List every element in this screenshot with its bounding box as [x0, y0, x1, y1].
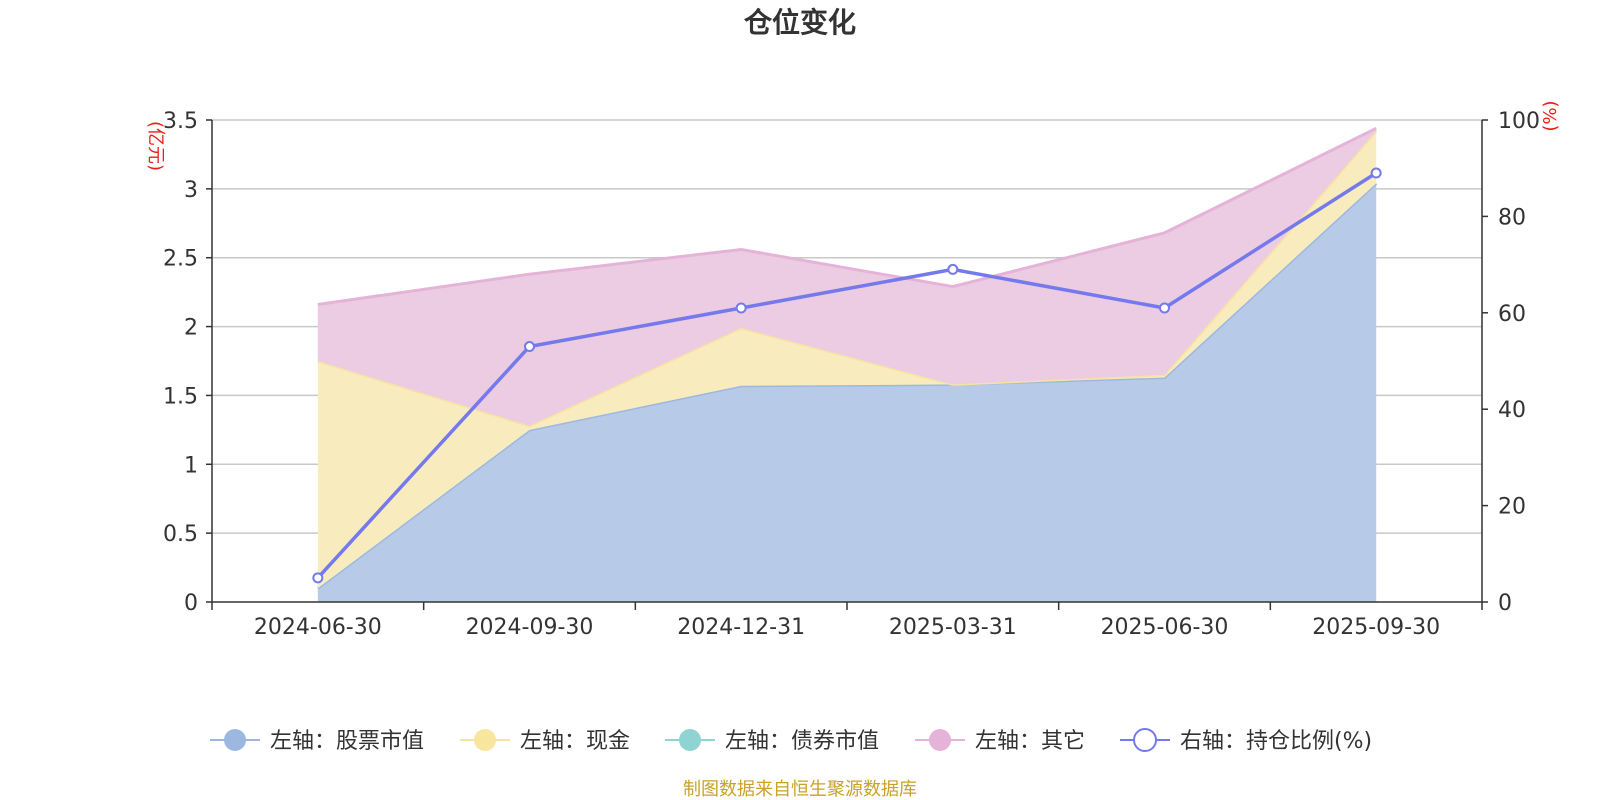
x-axis-tick-label: 2024-06-30	[254, 615, 382, 640]
left-axis-tick-label: 0	[184, 591, 198, 616]
ratio-point[interactable]	[312, 572, 324, 584]
source-note: 制图数据来自恒生聚源数据库	[683, 779, 917, 800]
left-axis-tick-label: 0.5	[163, 522, 198, 547]
area-9db8e0	[317, 183, 1377, 603]
axes: 0 0.5 1 1.5 2 2.5 3 3.5 0 20 40 60 80 100 2024-06-30 20…	[163, 109, 1540, 640]
left-axis-tick-label: 3	[184, 178, 198, 203]
ratio-line-series	[312, 167, 1382, 584]
right-axis-tick-label: 40	[1498, 398, 1526, 423]
legend[interactable]: 左轴：股票市值 左轴：现金 左轴：债券市值 左轴：其它 右轴：持仓比例(%)	[210, 728, 1372, 754]
ratio-point[interactable]	[1159, 302, 1170, 314]
legend-swatch-marker	[1133, 728, 1157, 752]
legend-label: 左轴：其它	[975, 729, 1085, 754]
ratio-point[interactable]	[1370, 167, 1382, 179]
legend-item[interactable]: 左轴：现金	[460, 729, 630, 754]
x-axis-tick-label: 2025-06-30	[1101, 615, 1229, 640]
legend-label: 左轴：债券市值	[725, 729, 879, 754]
ratio-point[interactable]	[735, 302, 747, 314]
legend-label: 左轴：现金	[520, 729, 630, 754]
chart-title: 仓位变化	[744, 6, 856, 39]
x-axis-tick-label: 2025-03-31	[889, 615, 1017, 640]
left-axis-tick-label: 2.5	[163, 247, 198, 272]
left-axis-tick-label: 3.5	[163, 109, 198, 134]
x-axis-tick-label: 2024-12-31	[677, 615, 805, 640]
area-series	[316, 126, 1378, 603]
legend-swatch-marker	[224, 729, 246, 751]
area-e6b3d8	[317, 128, 1377, 426]
left-axis-unit: (亿元)	[145, 121, 166, 171]
legend-label: 右轴：持仓比例(%)	[1180, 729, 1372, 754]
right-axis-unit: (%)	[1540, 100, 1561, 131]
x-axis-tick-label: 2025-09-30	[1312, 615, 1440, 640]
ratio-point[interactable]	[947, 263, 959, 275]
right-axis-tick-label: 0	[1498, 591, 1512, 616]
ratio-point[interactable]	[524, 341, 535, 353]
legend-label: 左轴：股票市值	[270, 729, 424, 754]
right-axis-tick-label: 60	[1498, 302, 1526, 327]
legend-item[interactable]: 左轴：股票市值	[210, 729, 424, 754]
area-top-line	[317, 126, 1377, 306]
left-axis-tick-label: 1.5	[163, 384, 198, 409]
right-axis-tick-label: 80	[1498, 205, 1526, 230]
legend-item[interactable]: 左轴：债券市值	[665, 729, 879, 754]
ratio-line	[316, 171, 1378, 580]
left-axis-tick-label: 1	[184, 453, 198, 478]
right-axis-tick-label: 20	[1498, 495, 1526, 520]
left-axis-tick-label: 2	[184, 316, 198, 341]
legend-swatch-marker	[929, 729, 951, 751]
legend-swatch-marker	[679, 729, 701, 751]
legend-swatch-marker	[474, 729, 496, 751]
legend-item[interactable]: 左轴：其它	[915, 729, 1085, 754]
legend-item[interactable]: 右轴：持仓比例(%)	[1120, 728, 1372, 754]
area-f7e3a1	[317, 131, 1377, 589]
x-axis-tick-label: 2024-09-30	[466, 615, 594, 640]
right-axis-tick-label: 100	[1498, 109, 1540, 134]
